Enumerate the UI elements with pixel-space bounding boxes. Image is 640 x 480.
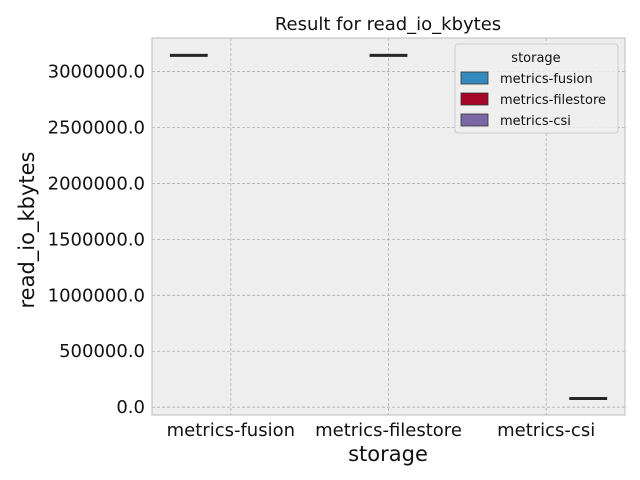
y-tick-label: 2000000.0 — [48, 173, 145, 194]
y-tick-labels: 0.0 500000.0 1000000.0 1500000.0 2000000.0 25… — [48, 62, 145, 419]
y-tick-label: 2500000.0 — [48, 117, 145, 138]
y-tick-label: 3000000.0 — [48, 62, 145, 83]
box-marks — [169, 53, 608, 400]
x-tick-label: metrics-fusion — [167, 420, 295, 441]
y-axis-label: read_io_kbytes — [15, 152, 40, 309]
plot-frame — [151, 37, 626, 416]
x-axis-label: storage — [348, 442, 428, 466]
y-tick-label: 0.0 — [116, 397, 145, 418]
y-tick-label: 500000.0 — [59, 341, 145, 362]
y-tick-label: 1500000.0 — [48, 229, 145, 250]
legend: storage metrics-fusion metrics-filestore m… — [454, 43, 619, 134]
x-tick-label: metrics-filestore — [315, 420, 462, 441]
legend-label: metrics-fusion — [500, 72, 593, 87]
legend-swatch — [460, 113, 489, 127]
legend-swatch — [460, 71, 489, 85]
legend-box — [454, 43, 619, 134]
legend-swatch — [460, 92, 489, 106]
chart-title: Result for read_io_kbytes — [275, 14, 501, 35]
legend-label: metrics-filestore — [500, 93, 606, 108]
y-tick-label: 1000000.0 — [48, 285, 145, 306]
x-tick-labels: metrics-fusion metrics-filestore metrics-c… — [167, 420, 596, 441]
legend-label: metrics-csi — [500, 114, 571, 129]
x-tick-label: metrics-csi — [497, 420, 595, 441]
legend-title: storage — [511, 51, 560, 66]
